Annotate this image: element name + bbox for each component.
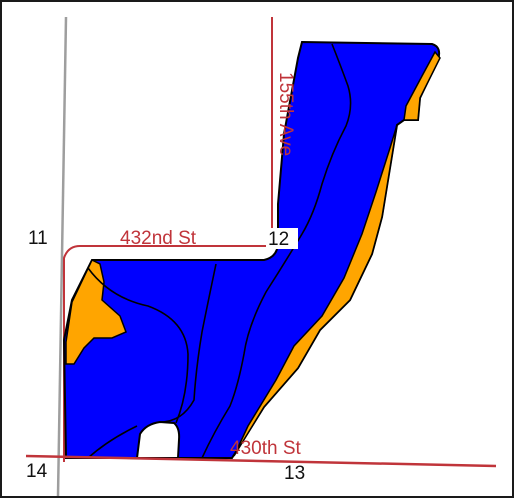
section-label-14: 14: [26, 461, 48, 482]
road-label-155th-ave: 155th Ave: [275, 72, 296, 156]
soil-boundary-4: [87, 425, 138, 459]
road-430th-st: [25, 454, 497, 468]
section-label-12-bg: [266, 228, 298, 249]
section-label-13: 13: [284, 463, 305, 484]
orange-zone-diagonal: [233, 124, 398, 457]
soil-boundary-2: [159, 263, 217, 423]
soil-boundary-1: [201, 43, 352, 459]
road-label-432nd-st: 432nd St: [120, 228, 197, 249]
road-432nd-st: [63, 245, 274, 462]
orange-zone-top-right: [403, 50, 441, 121]
road-label-430th-st: 430th St: [230, 438, 301, 459]
field-boundary: [62, 40, 441, 459]
section-label-11: 11: [28, 228, 48, 249]
section-label-12: 12: [268, 229, 289, 250]
soil-boundary-3: [87, 267, 189, 424]
field-exclusion: [135, 420, 181, 459]
section-line-west: [56, 16, 68, 496]
